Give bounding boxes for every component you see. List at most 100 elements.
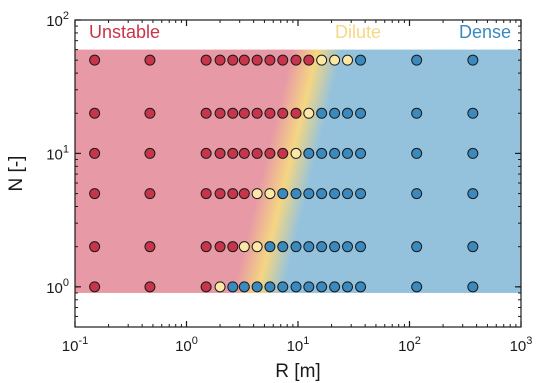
data-point [411,107,423,119]
data-point [316,241,328,253]
x-tick-label: 103 [510,335,533,355]
data-point [251,241,263,253]
data-point [290,241,302,253]
data-point [329,107,341,119]
data-point [264,241,276,253]
data-point [238,147,250,159]
data-point [329,147,341,159]
data-point [238,241,250,253]
data-point [251,54,263,66]
data-point [303,188,315,200]
x-tick-label: 101 [287,335,310,355]
region-label-unstable: Unstable [89,22,160,42]
data-point [355,241,367,253]
data-point [200,54,212,66]
data-point [200,147,212,159]
data-point [329,281,341,293]
y-tick-label: 102 [46,10,69,30]
data-point [238,107,250,119]
data-point [277,241,289,253]
data-point [355,281,367,293]
x-tick-label: 102 [398,335,421,355]
data-point [200,188,212,200]
data-point [89,147,101,159]
data-point [329,241,341,253]
data-point [303,107,315,119]
data-point [200,241,212,253]
data-point [238,188,250,200]
data-point [342,281,354,293]
data-point [316,188,328,200]
data-point [144,281,156,293]
data-point [227,107,239,119]
data-point [342,54,354,66]
data-point [227,147,239,159]
data-point [316,281,328,293]
data-point [355,54,367,66]
data-point [290,281,302,293]
y-axis-label: N [-] [6,156,27,192]
region-label-dense: Dense [459,22,511,42]
data-point [290,54,302,66]
data-point [227,281,239,293]
data-point [214,281,226,293]
x-axis-label: R [m] [275,361,320,382]
data-point [89,188,101,200]
data-point [89,107,101,119]
data-point [264,188,276,200]
data-point [238,54,250,66]
data-point [303,241,315,253]
y-tick-label: 100 [46,277,69,297]
data-point [144,107,156,119]
data-point [290,147,302,159]
data-point [342,188,354,200]
data-point [227,241,239,253]
data-point [277,188,289,200]
data-point [467,147,479,159]
data-point [227,188,239,200]
data-point [290,107,302,119]
data-point [214,241,226,253]
data-point [411,147,423,159]
data-point [238,281,250,293]
data-point [277,107,289,119]
data-point [214,188,226,200]
data-point [214,147,226,159]
data-point [467,188,479,200]
data-point [290,188,302,200]
data-point [329,54,341,66]
data-point [144,188,156,200]
data-point [144,241,156,253]
data-point [264,147,276,159]
series-dense [227,54,479,293]
data-point [411,188,423,200]
region-label-dilute: Dilute [335,22,381,42]
data-point [355,188,367,200]
data-point [277,147,289,159]
data-point [89,54,101,66]
data-point [251,147,263,159]
data-point [303,147,315,159]
series-unstable [89,54,315,293]
data-point [277,281,289,293]
data-point [467,107,479,119]
data-point [355,147,367,159]
data-point [227,54,239,66]
data-point [264,54,276,66]
data-point [342,107,354,119]
data-point [200,281,212,293]
data-point [316,107,328,119]
data-point [342,241,354,253]
data-point [411,281,423,293]
data-point [214,54,226,66]
data-point [214,107,226,119]
data-point [316,147,328,159]
data-point [303,281,315,293]
x-tick-label: 100 [175,335,198,355]
y-tick-label: 101 [46,143,69,163]
data-point [144,147,156,159]
phase-region-band [75,49,521,293]
data-point [144,54,156,66]
data-point [316,54,328,66]
